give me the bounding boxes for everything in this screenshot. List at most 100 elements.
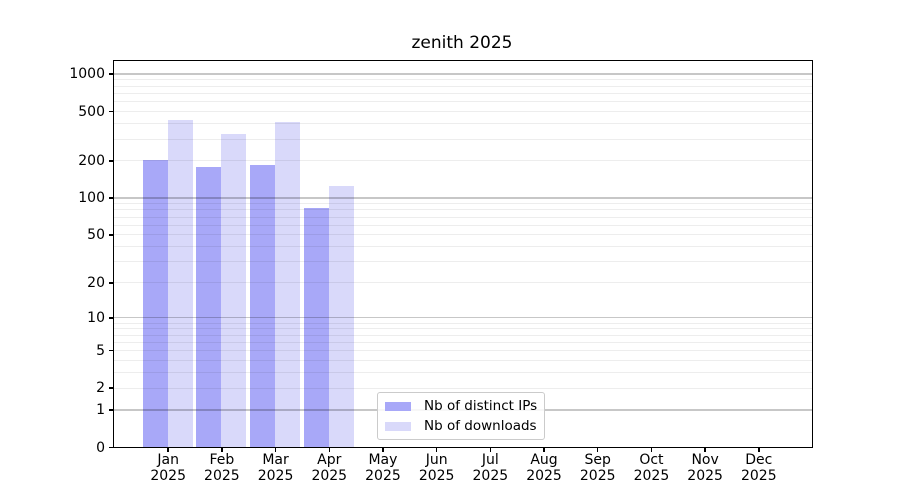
legend-label-downloads: Nb of downloads <box>424 418 537 434</box>
gridline-minor <box>114 209 812 211</box>
y-tick-label: 500 <box>78 103 105 120</box>
gridline-minor <box>114 246 812 248</box>
y-tick-label: 0 <box>96 439 105 456</box>
x-tick-label-line: 2025 <box>257 467 294 484</box>
x-tick-label-line: Mar <box>262 452 289 468</box>
y-tick-label: 10 <box>87 309 105 326</box>
gridline-minor <box>114 79 812 81</box>
bar-downloads-mar <box>275 122 301 447</box>
x-tick-mark <box>596 447 599 452</box>
x-tick-label-line: 2025 <box>418 467 455 484</box>
gridline-minor <box>114 234 812 236</box>
y-tick-label: 5 <box>96 342 105 359</box>
x-tick-label: Sep 2025 <box>558 452 638 484</box>
bar-distinct-ips-mar <box>250 164 276 447</box>
gridline-minor <box>114 216 812 218</box>
x-tick-mark <box>328 447 331 452</box>
gridline-minor <box>114 203 812 205</box>
x-tick-label-line: 2025 <box>633 467 670 484</box>
gridline-minor <box>114 138 812 140</box>
y-tick-mark <box>109 317 114 319</box>
y-tick-label: 100 <box>78 190 105 207</box>
x-tick-label: Mar 2025 <box>236 452 316 484</box>
y-tick-label: 20 <box>87 274 105 291</box>
y-tick-mark <box>109 282 114 284</box>
x-tick-label-line: Oct <box>639 452 664 468</box>
y-tick-label: 200 <box>78 152 105 169</box>
gridline-minor <box>114 387 812 389</box>
gridline-minor <box>114 261 812 263</box>
x-tick-label-line: Aug <box>530 452 558 468</box>
y-tick-label: 50 <box>87 226 105 243</box>
x-tick-label: Aug 2025 <box>504 452 584 484</box>
bar-downloads-feb <box>221 134 247 447</box>
x-tick-label: Feb 2025 <box>182 452 262 484</box>
y-tick-mark <box>109 234 114 236</box>
legend-label-distinct-ips: Nb of distinct IPs <box>424 398 538 414</box>
x-tick-label: Jan 2025 <box>128 452 208 484</box>
gridline-major <box>114 197 812 199</box>
gridline-minor <box>114 372 812 374</box>
y-tick-label: 1 <box>96 402 105 419</box>
gridline-minor <box>114 328 812 330</box>
x-tick-label-line: Jan <box>157 452 179 468</box>
gridline-minor <box>114 92 812 94</box>
x-tick-label: May 2025 <box>343 452 423 484</box>
x-tick-label: Dec 2025 <box>719 452 799 484</box>
y-tick-mark <box>109 446 114 449</box>
x-tick-label-line: Jul <box>481 452 499 468</box>
bar-distinct-ips-apr <box>303 208 329 447</box>
y-tick-mark <box>109 197 114 199</box>
x-tick-mark <box>221 447 223 452</box>
x-tick-label-line: Dec <box>745 452 773 468</box>
gridline-minor <box>114 282 812 284</box>
legend-swatch-distinct-ips <box>385 401 411 411</box>
legend-swatch-downloads <box>385 421 411 431</box>
x-tick-label: Apr 2025 <box>289 452 369 484</box>
gridline-minor <box>114 123 812 125</box>
legend-item-downloads: Nb of downloads <box>385 416 544 436</box>
gridline-minor <box>114 85 812 87</box>
x-tick-label-line: Feb <box>209 452 235 468</box>
gridline-minor <box>114 360 812 361</box>
x-tick-label-line: 2025 <box>472 467 509 484</box>
x-tick-label-line: Nov <box>691 452 719 468</box>
x-tick-label-line: 2025 <box>150 467 186 484</box>
x-tick-label: Nov 2025 <box>665 452 745 484</box>
x-tick-label: Jun 2025 <box>397 452 477 484</box>
x-tick-mark <box>543 447 545 452</box>
x-tick-label-line: 2025 <box>687 467 723 484</box>
x-tick-label-line: 2025 <box>365 467 401 484</box>
y-tick-mark <box>109 160 114 162</box>
x-tick-label: Oct 2025 <box>611 452 691 484</box>
bar-downloads-apr <box>328 185 354 447</box>
gridline-minor <box>114 224 812 226</box>
x-tick-label-line: 2025 <box>204 467 240 484</box>
x-tick-mark <box>650 447 653 452</box>
bar-distinct-ips-feb <box>196 166 222 447</box>
x-tick-mark <box>274 447 277 452</box>
x-tick-label-line: 2025 <box>311 467 348 484</box>
y-tick-mark <box>109 110 114 113</box>
y-tick-mark <box>109 387 114 389</box>
legend-item-distinct-ips: Nb of distinct IPs <box>385 396 544 416</box>
bar-distinct-ips-jan <box>142 160 168 447</box>
gridline-minor <box>114 341 812 343</box>
bar-downloads-jan <box>167 119 193 447</box>
x-tick-mark <box>704 447 706 452</box>
x-tick-label-line: 2025 <box>740 467 777 484</box>
x-tick-mark <box>489 447 492 452</box>
gridline-minor <box>114 322 812 324</box>
gridline-minor <box>114 334 812 336</box>
gridline-minor <box>114 160 812 162</box>
chart-title: zenith 2025 <box>411 33 513 53</box>
x-tick-label-line: 2025 <box>526 467 562 484</box>
legend: Nb of distinct IPs Nb of downloads <box>377 392 545 440</box>
y-tick-label: 1000 <box>69 66 105 83</box>
gridline-major <box>114 316 812 319</box>
x-tick-label-line: May <box>368 452 398 468</box>
gridline-minor <box>114 101 812 103</box>
x-tick-label: Jul 2025 <box>450 452 530 484</box>
x-tick-label-line: Jun <box>425 452 448 468</box>
